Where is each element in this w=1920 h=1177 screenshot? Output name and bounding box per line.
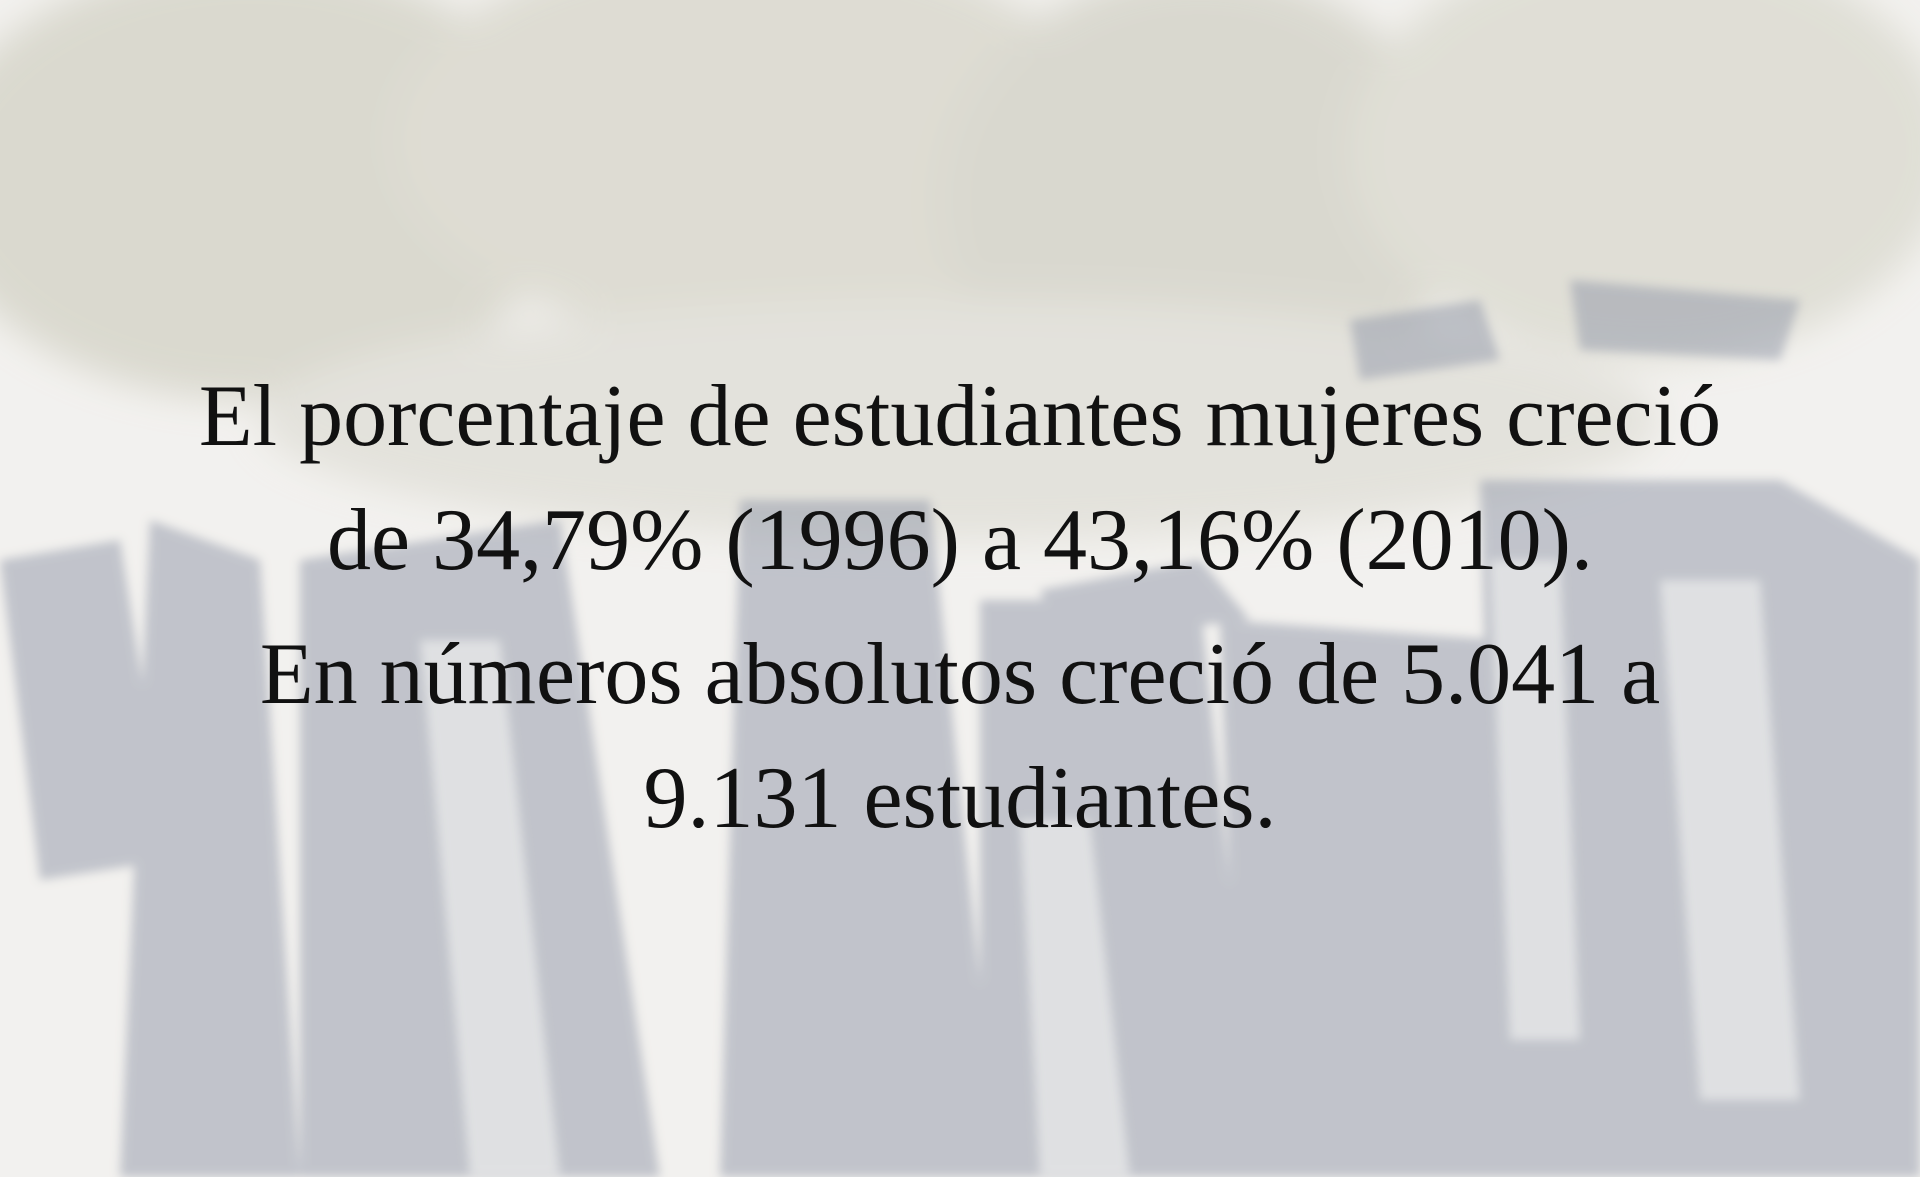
text-line: 9.131 estudiantes. bbox=[0, 737, 1920, 861]
text-line: El porcentaje de estudiantes mujeres cre… bbox=[0, 355, 1920, 479]
paragraph: En números absolutos creció de 5.041 a 9… bbox=[0, 613, 1920, 861]
slide-text: El porcentaje de estudiantes mujeres cre… bbox=[0, 355, 1920, 871]
text-line: de 34,79% (1996) a 43,16% (2010). bbox=[0, 479, 1920, 603]
paragraph: El porcentaje de estudiantes mujeres cre… bbox=[0, 355, 1920, 603]
slide: El porcentaje de estudiantes mujeres cre… bbox=[0, 0, 1920, 1177]
text-line: En números absolutos creció de 5.041 a bbox=[0, 613, 1920, 737]
